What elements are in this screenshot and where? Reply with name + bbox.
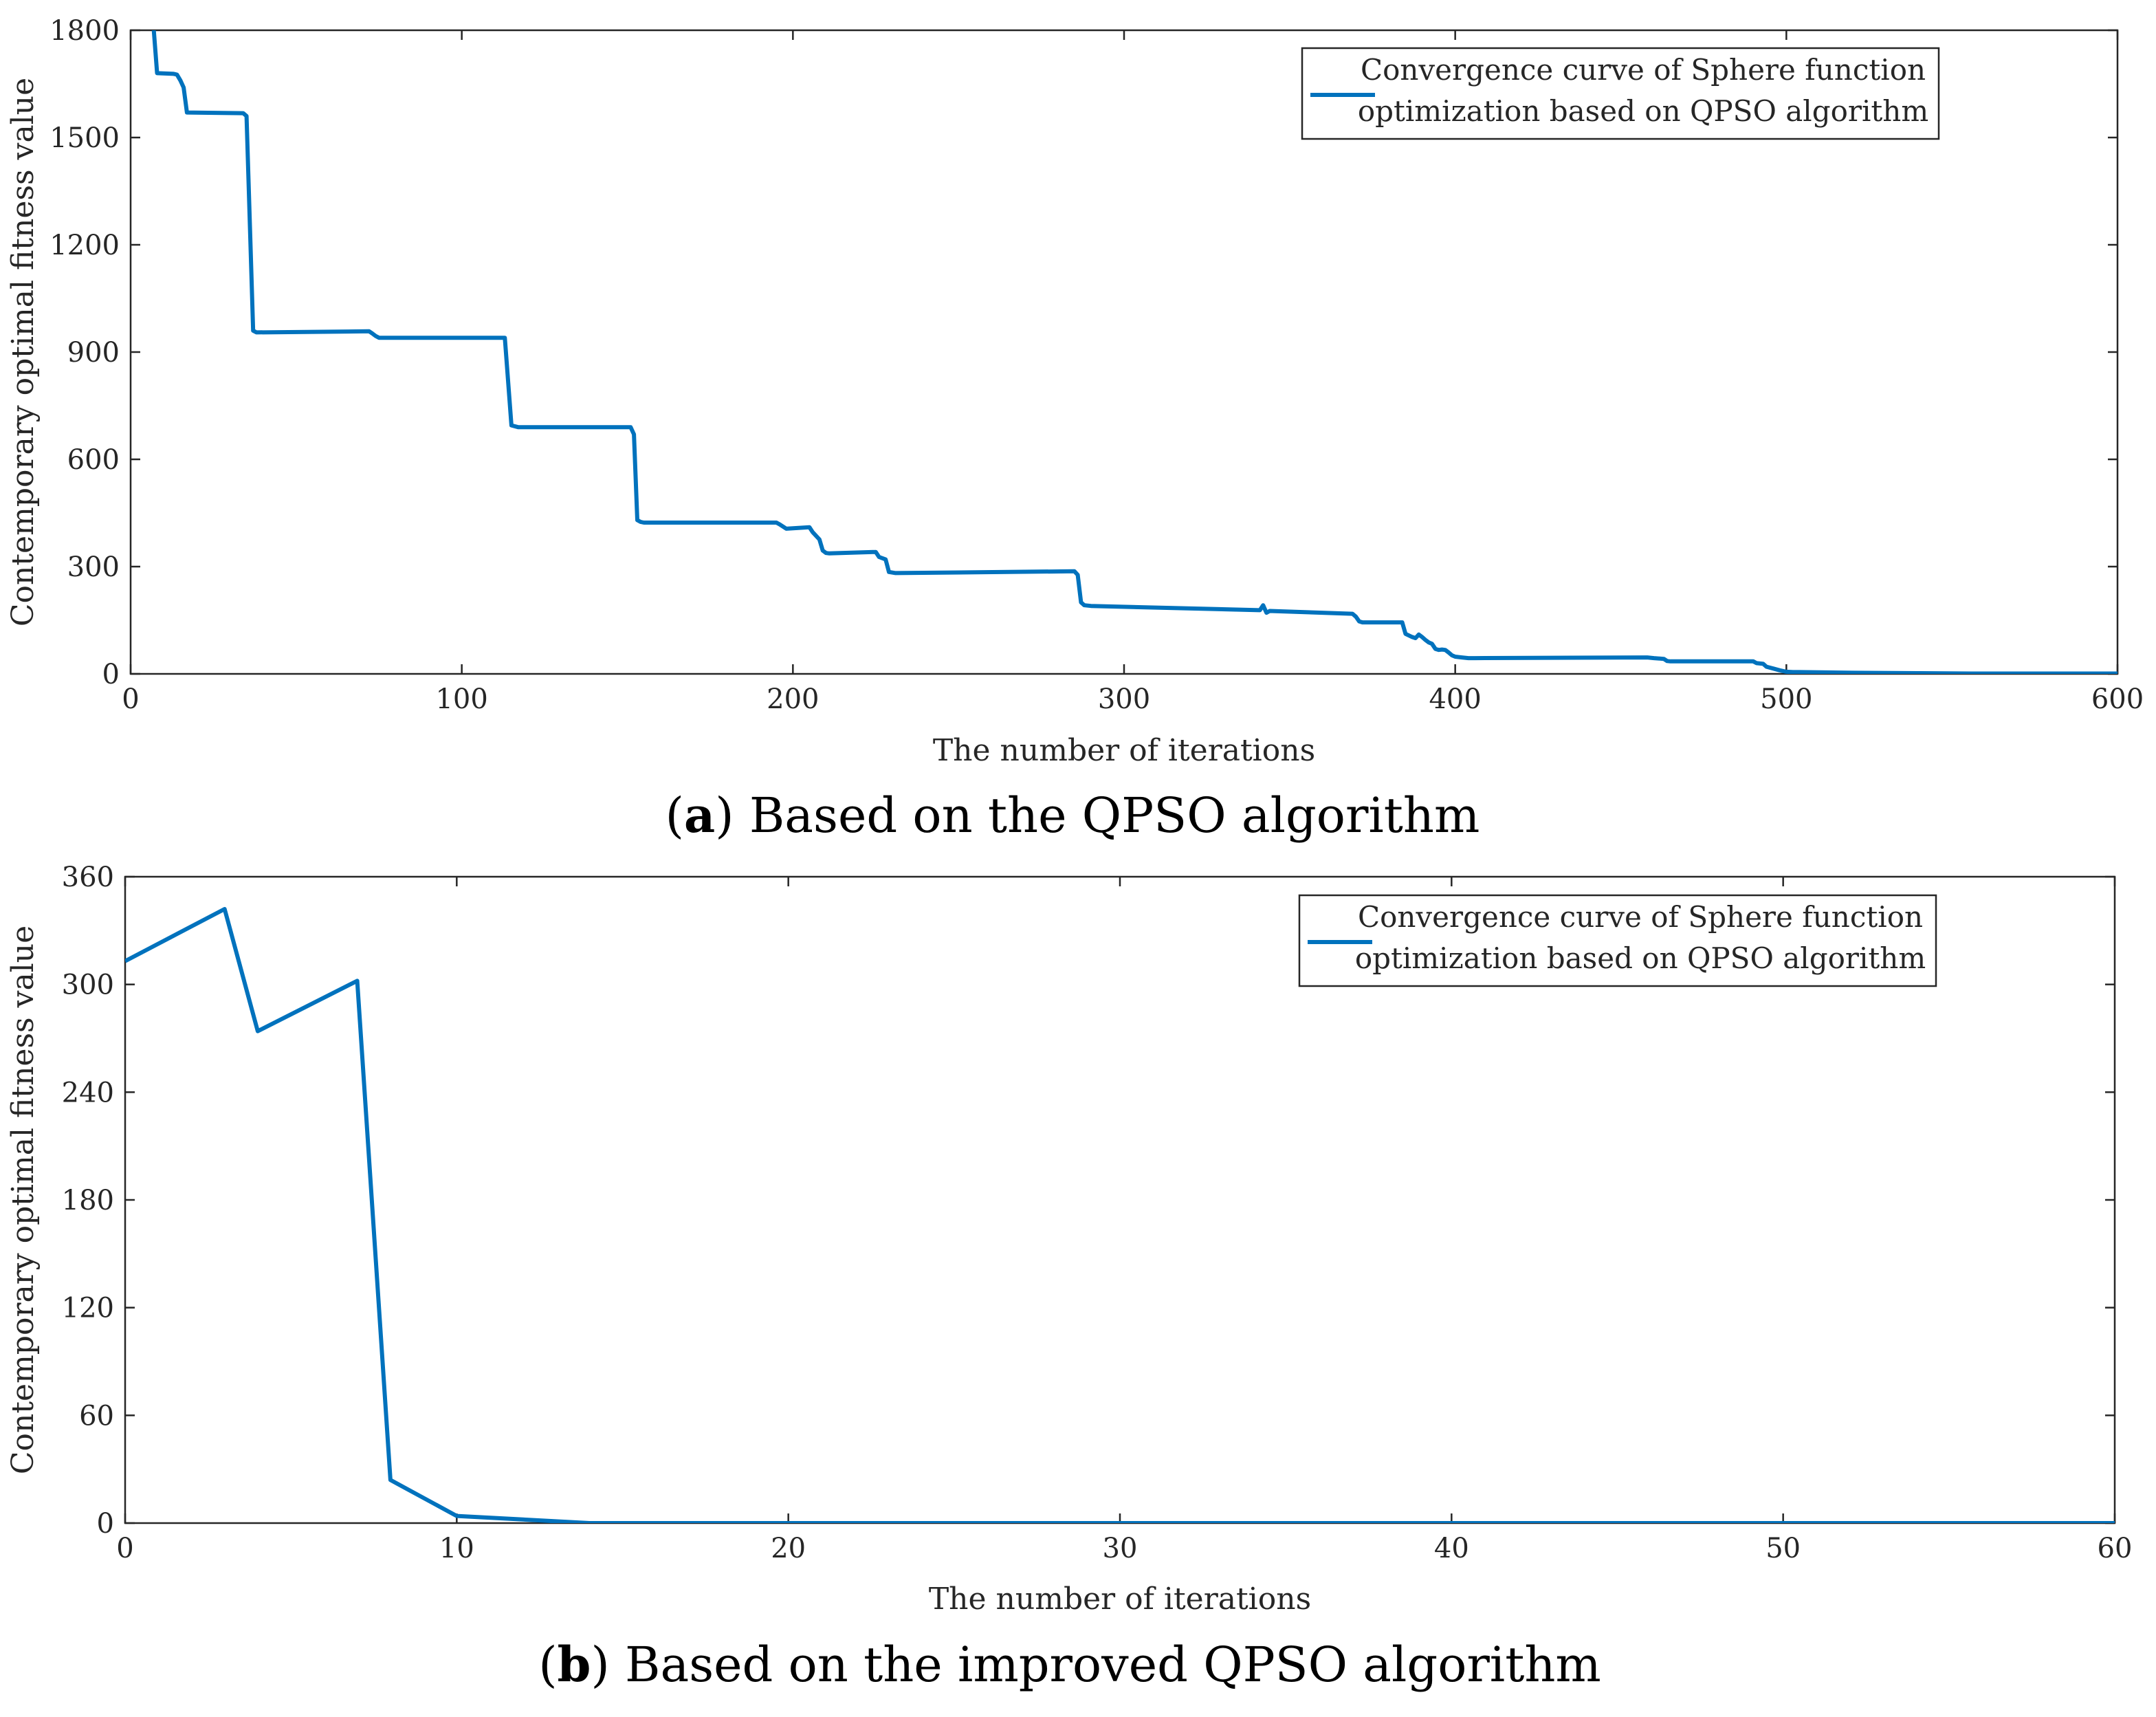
chart-b: 0 10 20 30 40 50 60 0 60 120 180 240 300 360 The numb… [6,862,2132,1693]
chart-a-x-tick-label: 300 [1098,683,1150,715]
chart-a-x-tick-label: 200 [767,683,819,715]
chart-a-legend-label-line-1: Convergence curve of Sphere function [1361,53,1926,87]
chart-a-caption-letter: a [684,787,715,844]
chart-b-y-tick-label: 60 [79,1400,114,1432]
chart-b-x-tick-label: 0 [116,1533,133,1564]
chart-a-x-tick-label: 600 [2091,683,2144,715]
chart-b-x-tick-label: 10 [439,1533,474,1564]
chart-a-caption-text: ) Based on the QPSO algorithm [715,787,1480,844]
chart-b-x-tick-label: 40 [1434,1533,1469,1564]
chart-a-caption-prefix: ( [666,787,684,844]
chart-b-caption-text: ) Based on the improved QPSO algorithm [591,1637,1600,1693]
chart-b-y-axis-label: Contemporary optimal fitness value [6,926,41,1474]
chart-b-y-tick-label: 300 [62,970,114,1001]
chart-b-x-tick-label: 50 [1766,1533,1801,1564]
chart-a-y-tick-label: 1500 [50,122,120,154]
chart-a-y-tick-label: 1800 [50,15,120,47]
chart-b-legend: Convergence curve of Sphere function opt… [1298,894,1937,987]
chart-b-ticks: 0 10 20 30 40 50 60 0 60 120 180 240 300 360 [62,862,2133,1564]
chart-a-y-tick-label: 1200 [50,230,120,261]
chart-b-x-tick-label: 30 [1103,1533,1138,1564]
chart-a-x-tick-label: 400 [1429,683,1481,715]
chart-a-y-tick-label: 600 [67,444,120,476]
chart-a-legend-box [1301,47,1940,140]
chart-a-y-tick-label: 900 [67,337,120,369]
chart-a-line-layer [151,30,2118,674]
chart-a-y-axis-label: Contemporary optimal fitness value [6,78,41,626]
chart-b-y-tick-label: 120 [62,1293,114,1324]
chart-b-x-tick-label: 60 [2098,1533,2133,1564]
chart-a-y-tick-label: 300 [67,551,120,583]
chart-a-x-tick-label: 500 [1760,683,1812,715]
chart-a-x-tick-label: 0 [122,683,139,715]
chart-b-legend-label-line-2: optimization based on QPSO algorithm [1355,941,1926,975]
chart-a: 0 100 200 300 400 500 600 0 300 600 900 1200 1500 180… [6,15,2144,844]
chart-a-y-tick-label: 0 [102,659,120,690]
chart-b-line-layer [125,907,2115,1523]
chart-b-y-tick-label: 240 [62,1077,114,1108]
chart-b-y-tick-label: 0 [97,1508,114,1540]
chart-a-legend: Convergence curve of Sphere function opt… [1301,47,1940,140]
chart-b-caption: (b) Based on the improved QPSO algorithm [538,1636,1601,1693]
chart-a-ticks: 0 100 200 300 400 500 600 0 300 600 900 1200 1500 180… [50,15,2144,715]
chart-a-legend-label-line-2: optimization based on QPSO algorithm [1358,94,1928,128]
chart-b-legend-label-line-1: Convergence curve of Sphere function [1358,900,1923,934]
chart-a-caption: (a) Based on the QPSO algorithm [666,787,1480,844]
chart-a-x-tick-label: 100 [435,683,487,715]
chart-b-y-tick-label: 360 [62,862,114,893]
chart-a-series-line [151,30,2118,674]
chart-a-x-axis-label: The number of iterations [933,733,1315,768]
chart-b-y-tick-label: 180 [62,1185,114,1216]
chart-b-x-axis-label: The number of iterations [929,1582,1311,1617]
chart-b-legend-box [1298,894,1937,987]
chart-b-caption-letter: b [558,1636,591,1693]
chart-b-x-tick-label: 20 [771,1533,806,1564]
chart-b-series-line [125,907,2115,1523]
chart-b-caption-prefix: ( [538,1637,557,1693]
